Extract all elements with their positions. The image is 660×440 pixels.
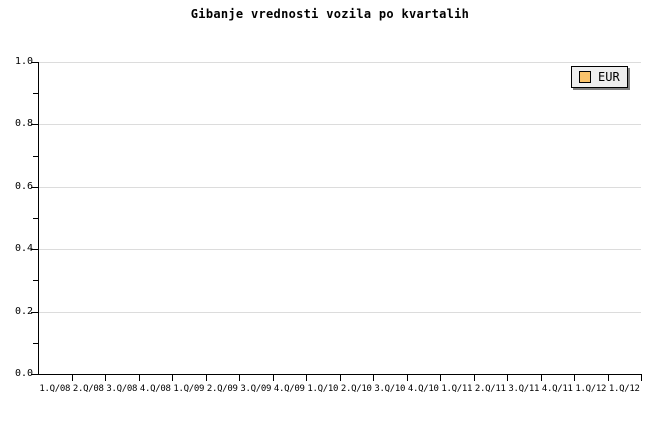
plot-area: [39, 62, 641, 374]
y-axis-tick-label: 0.0: [14, 368, 33, 379]
legend-swatch: [579, 71, 591, 83]
chart-title: Gibanje vrednosti vozila po kvartalih: [190, 7, 470, 21]
y-major-tick: [31, 186, 38, 188]
x-tick: [507, 375, 508, 381]
x-axis-tick-label: 1.Q/09: [173, 384, 205, 394]
x-tick: [105, 375, 106, 381]
y-minor-tick: [33, 218, 38, 219]
x-tick: [373, 375, 374, 381]
y-major-tick: [31, 249, 38, 251]
x-tick: [172, 375, 173, 381]
x-axis-tick-label: 1.Q/11: [441, 384, 473, 394]
y-minor-tick: [33, 93, 38, 95]
x-tick: [541, 375, 542, 381]
x-axis-tick-label: 2.Q/11: [474, 384, 506, 394]
gridline: [39, 186, 641, 188]
gridline: [39, 249, 641, 251]
x-tick: [239, 375, 240, 381]
x-axis-tick-label: 2.Q/09: [206, 384, 238, 394]
x-axis-tick-label: 3.Q/09: [240, 384, 272, 394]
x-axis-tick-label: 4.Q/08: [139, 384, 171, 394]
y-axis-tick-label: 0.6: [14, 180, 33, 192]
gridline: [39, 62, 641, 63]
x-tick: [340, 375, 341, 381]
x-axis-tick-label: 3.Q/08: [106, 384, 138, 394]
x-axis-tick-label: 4.Q/11: [541, 384, 573, 394]
y-major-tick: [31, 62, 38, 63]
x-axis-tick-label: 3.Q/11: [508, 384, 540, 394]
y-axis-tick-label: 1.0: [14, 56, 33, 67]
y-axis-tick-label: 0.2: [14, 305, 33, 317]
y-minor-tick: [33, 280, 38, 282]
y-major-tick: [31, 124, 38, 126]
y-axis-tick-label: 0.8: [14, 118, 33, 130]
x-axis-tick-label: 3.Q/10: [374, 384, 406, 394]
x-axis-tick-label: 1.Q/12: [575, 384, 607, 394]
x-tick: [608, 375, 609, 381]
gridline: [39, 124, 641, 126]
x-axis-tick-label: 4.Q/10: [407, 384, 439, 394]
x-tick: [306, 375, 307, 381]
x-tick: [474, 375, 475, 381]
x-tick: [206, 375, 207, 381]
y-major-tick: [31, 311, 38, 313]
x-axis-tick-label: 2.Q/10: [340, 384, 372, 394]
legend-box: EUR: [571, 66, 628, 88]
x-axis-tick-label: 1.Q/08: [39, 384, 71, 394]
x-axis-line: [38, 374, 642, 375]
y-axis-tick-label: 0.4: [14, 243, 33, 255]
y-major-tick: [31, 374, 38, 375]
x-tick: [273, 375, 274, 381]
x-tick: [407, 375, 408, 381]
gridline: [39, 311, 641, 313]
y-minor-tick: [33, 342, 38, 344]
x-tick: [574, 375, 575, 381]
y-axis-line: [38, 62, 39, 375]
legend-series-label: EUR: [598, 70, 620, 84]
x-axis-tick-label: 2.Q/08: [72, 384, 104, 394]
x-tick: [641, 375, 642, 381]
x-axis-tick-label: 4.Q/09: [273, 384, 305, 394]
x-axis-tick-label: 1.Q/10: [307, 384, 339, 394]
x-axis-tick-label: 1.Q/12: [608, 384, 640, 394]
y-minor-tick: [33, 155, 38, 157]
x-tick: [440, 375, 441, 381]
x-tick: [72, 375, 73, 381]
x-tick: [139, 375, 140, 381]
